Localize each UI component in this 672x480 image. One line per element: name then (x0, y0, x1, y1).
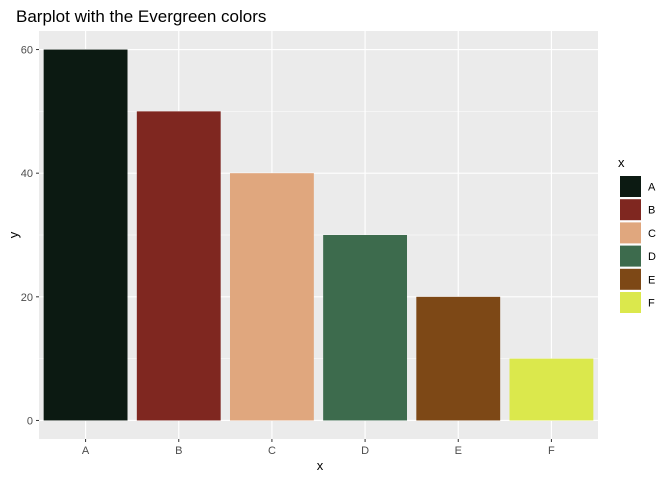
legend-swatch-c (620, 222, 641, 243)
legend-title: x (618, 155, 625, 170)
bar-f (509, 359, 593, 421)
legend-swatch-b (620, 199, 641, 220)
x-axis: A B C D E F (82, 439, 555, 457)
bar-d (323, 235, 407, 420)
y-tick-label: 20 (21, 292, 33, 304)
x-tick-label: D (361, 445, 369, 457)
x-tick-label: E (455, 445, 462, 457)
y-tick-label: 60 (21, 45, 33, 57)
bar-b (137, 111, 221, 420)
x-tick-label: A (82, 445, 90, 457)
bar-c (230, 173, 314, 420)
legend-swatch-e (620, 269, 641, 290)
x-axis-title: x (317, 458, 324, 473)
legend-swatch-d (620, 246, 641, 267)
x-tick-label: C (268, 445, 276, 457)
legend: x ABCDEF (618, 155, 656, 313)
chart-title: Barplot with the Evergreen colors (16, 7, 266, 26)
y-tick-label: 0 (27, 415, 33, 427)
y-tick-label: 40 (21, 168, 33, 180)
legend-swatch-f (620, 292, 641, 313)
legend-label-a: A (648, 182, 656, 194)
x-tick-label: F (548, 445, 555, 457)
legend-label-b: B (648, 205, 655, 217)
y-axis-title: y (6, 231, 21, 238)
legend-label-f: F (648, 298, 655, 310)
legend-label-e: E (648, 274, 655, 286)
bar-e (416, 297, 500, 421)
y-axis: 0 20 40 60 (21, 45, 39, 428)
legend-label-d: D (648, 251, 656, 263)
bar-a (44, 50, 128, 421)
legend-label-c: C (648, 228, 656, 240)
legend-swatch-a (620, 176, 641, 197)
x-tick-label: B (175, 445, 182, 457)
